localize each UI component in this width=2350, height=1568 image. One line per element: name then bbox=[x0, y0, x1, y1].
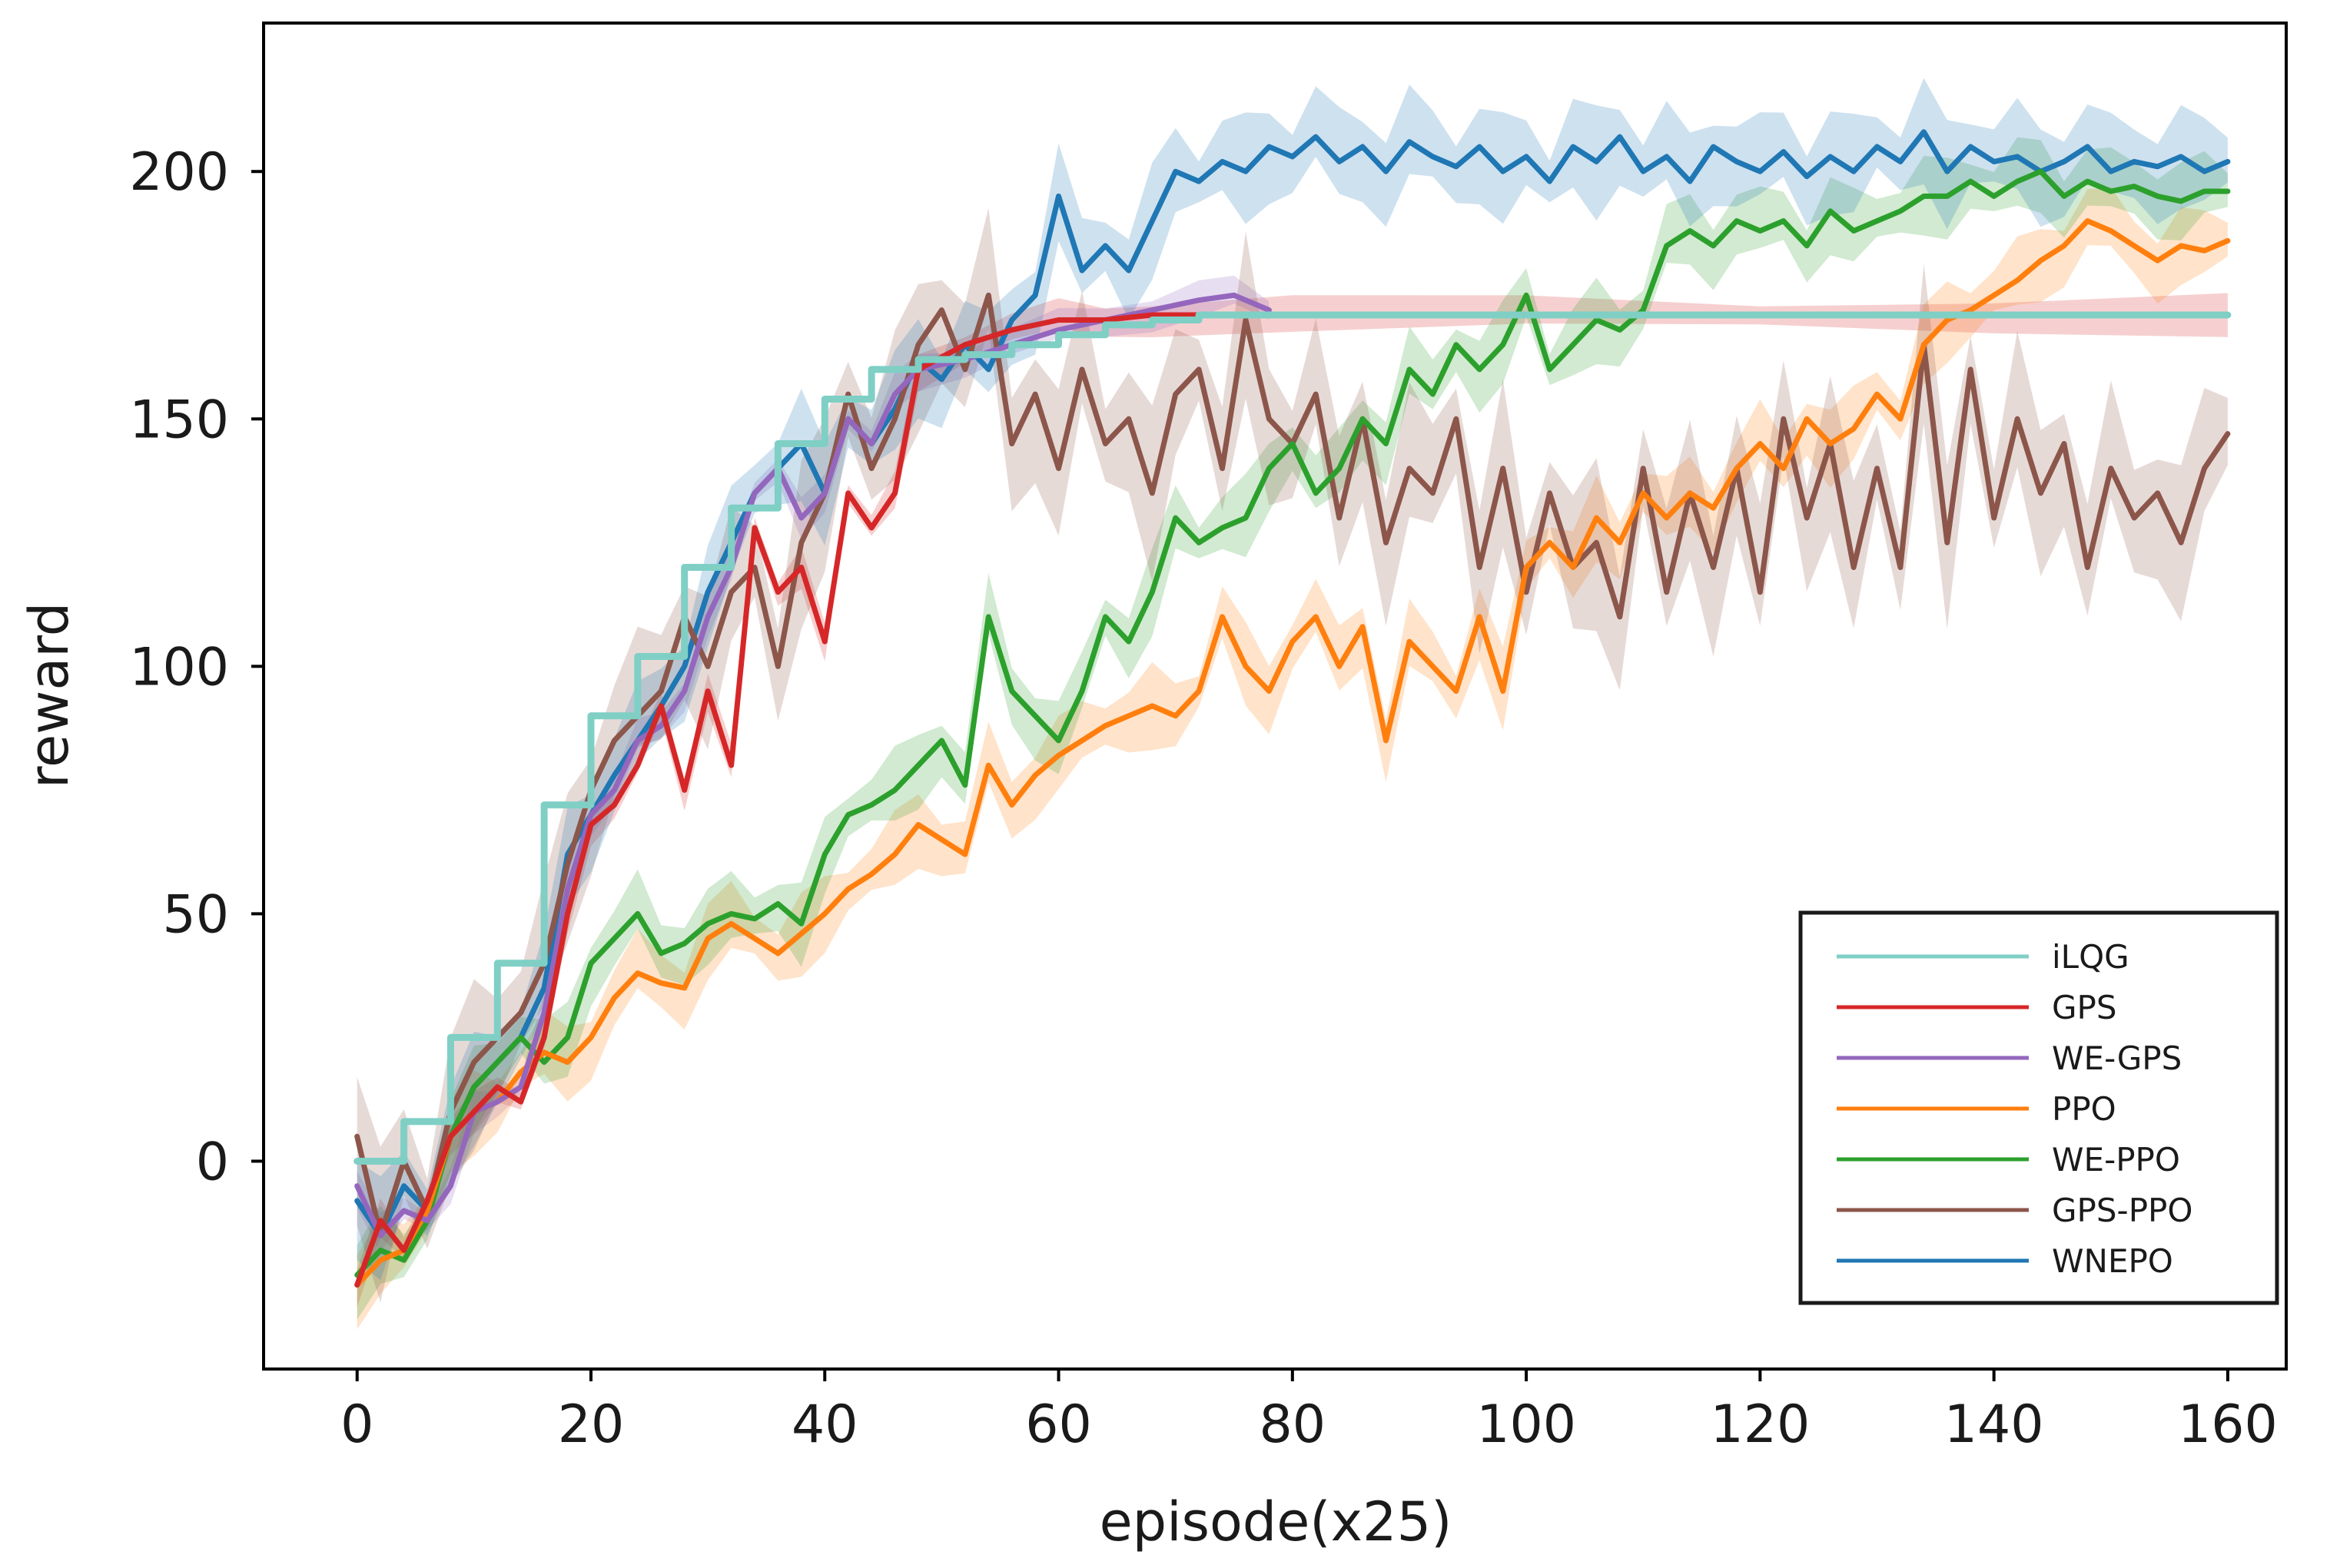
band-wnepo bbox=[357, 78, 2228, 1281]
series-line-wnepo bbox=[354, 129, 2231, 1238]
x-tick-label: 160 bbox=[2178, 1394, 2278, 1455]
legend-label-ppo: PPO bbox=[2052, 1090, 2116, 1128]
y-tick-label: 200 bbox=[129, 142, 229, 203]
plot-frame bbox=[262, 22, 2288, 1371]
chart-legend: iLQG GPS WE-GPS PPO WE-PPO GPS-PPO WNEPO bbox=[1798, 910, 2279, 1305]
y-tick-label: 50 bbox=[162, 884, 229, 945]
x-tick-label: 20 bbox=[558, 1394, 625, 1455]
band-ppo bbox=[357, 187, 2228, 1330]
legend-label-gps: GPS bbox=[2052, 989, 2117, 1026]
legend-label-ilqg: iLQG bbox=[2052, 938, 2129, 976]
y-tick-label: 150 bbox=[129, 390, 229, 450]
confidence-bands bbox=[357, 78, 2228, 1330]
y-tick-label: 100 bbox=[129, 637, 229, 698]
legend-label-we-ppo: WE-PPO bbox=[2052, 1141, 2180, 1178]
legend-label-gps-ppo: GPS-PPO bbox=[2052, 1192, 2192, 1229]
x-axis-label: episode(x25) bbox=[1100, 1490, 1452, 1553]
x-tick-label: 120 bbox=[1710, 1394, 1810, 1455]
band-gps-ppo bbox=[357, 207, 2228, 1303]
series-lines bbox=[353, 129, 2232, 1288]
x-tick-label: 140 bbox=[1944, 1394, 2044, 1455]
legend-items: iLQG GPS WE-GPS PPO WE-PPO GPS-PPO WNEPO bbox=[1837, 938, 2192, 1280]
x-tick-label: 100 bbox=[1476, 1394, 1576, 1455]
y-tick-label: 0 bbox=[196, 1132, 229, 1192]
legend-label-wnepo: WNEPO bbox=[2052, 1242, 2173, 1280]
legend-label-we-gps: WE-GPS bbox=[2052, 1039, 2182, 1077]
x-tick-label: 80 bbox=[1260, 1394, 1326, 1455]
series-line-gps bbox=[354, 312, 2231, 1288]
x-axis-ticks: 0 20 40 60 80 100 120 140 160 bbox=[340, 1369, 2278, 1455]
series-line-we-ppo bbox=[354, 168, 2231, 1278]
y-axis-label: reward bbox=[18, 602, 81, 788]
x-tick-label: 0 bbox=[340, 1394, 373, 1455]
x-tick-label: 40 bbox=[792, 1394, 858, 1455]
x-tick-label: 60 bbox=[1025, 1394, 1092, 1455]
series-line-ilqg bbox=[353, 311, 2232, 1165]
series-line-ppo bbox=[354, 218, 2231, 1288]
y-axis-ticks: 0 50 100 150 200 bbox=[129, 142, 264, 1192]
